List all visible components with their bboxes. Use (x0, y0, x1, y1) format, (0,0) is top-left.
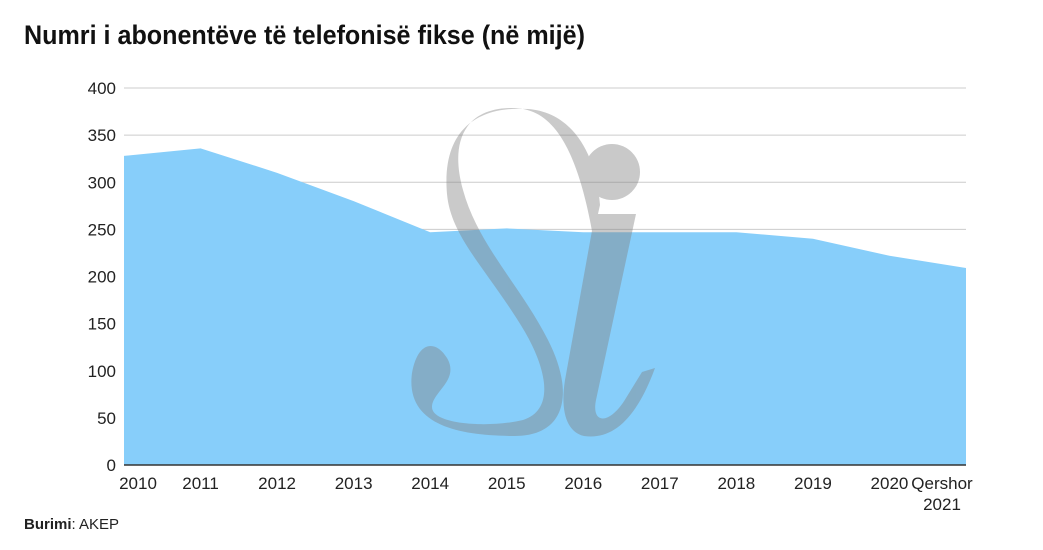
x-tick-label: 2018 (717, 474, 755, 493)
area-series (124, 148, 966, 465)
source-value: AKEP (79, 516, 120, 533)
x-tick-label: 2010 (119, 474, 157, 493)
x-tick-label: 2020 (871, 474, 909, 493)
x-tick-label: 2013 (335, 474, 373, 493)
si-logo-watermark (411, 108, 655, 437)
x-tick-label: 2019 (794, 474, 832, 493)
x-tick-label: 2011 (182, 474, 219, 493)
y-tick-label: 150 (88, 315, 116, 334)
y-tick-label: 50 (97, 409, 116, 428)
x-tick-label: Qershor 2021 (911, 474, 973, 510)
source-note: Burimi: AKEP (24, 516, 120, 533)
x-tick-label: 2016 (564, 474, 602, 493)
y-axis-labels: 0 50 100 150 200 250 300 350 400 (88, 79, 116, 475)
x-axis-labels: 2010 2011 2012 2013 2014 2015 2016 2017 2018 2019… (119, 474, 973, 510)
x-tick-label: 2014 (411, 474, 449, 493)
chart-title: Numri i abonentëve të telefonisë fikse (… (24, 20, 585, 50)
y-tick-label: 0 (107, 456, 116, 475)
y-tick-label: 400 (88, 79, 116, 98)
source-label: Burimi (24, 516, 72, 533)
y-tick-label: 250 (88, 220, 116, 239)
y-tick-label: 300 (88, 173, 116, 192)
y-tick-label: 100 (88, 362, 116, 381)
x-tick-label: 2015 (488, 474, 526, 493)
y-tick-label: 350 (88, 126, 116, 145)
x-tick-label: 2017 (641, 474, 679, 493)
y-tick-label: 200 (88, 268, 116, 287)
x-tick-label: 2012 (258, 474, 296, 493)
